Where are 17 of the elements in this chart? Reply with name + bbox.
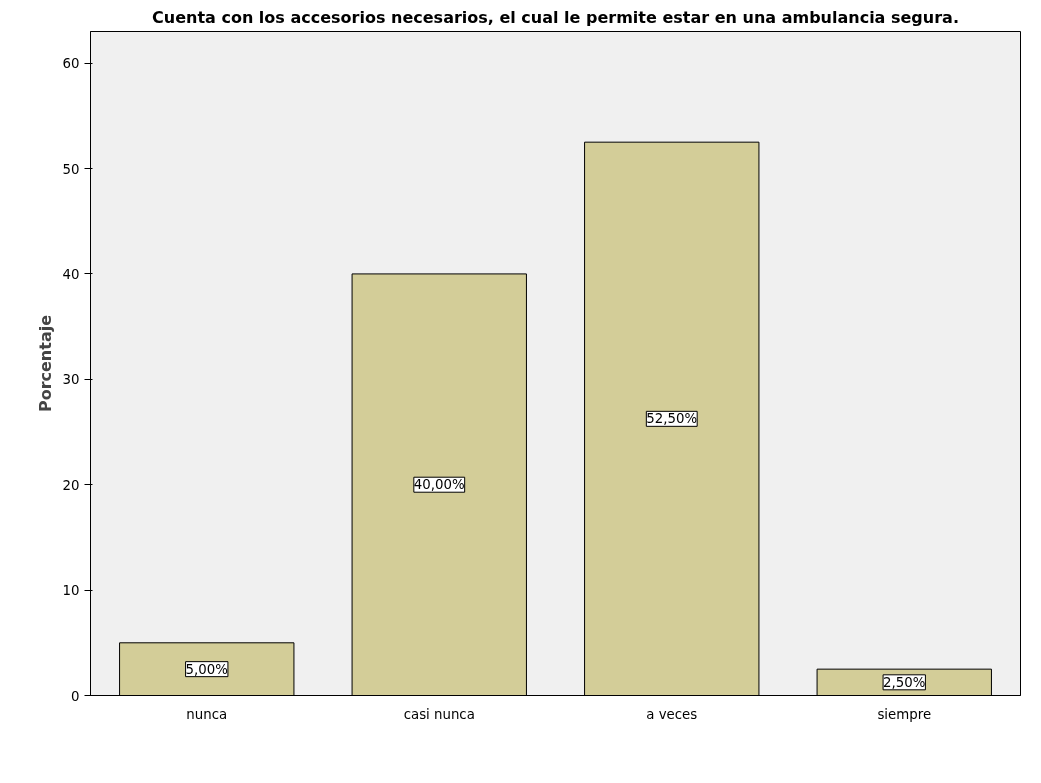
y-tick-label: 10 xyxy=(62,583,80,599)
y-tick-label: 40 xyxy=(62,266,80,282)
y-tick-label: 20 xyxy=(62,477,80,493)
y-tick-label: 60 xyxy=(62,56,80,72)
x-tick-label: nunca xyxy=(186,706,228,722)
y-tick-label: 0 xyxy=(71,688,80,704)
data-label: 5,00% xyxy=(185,661,228,677)
y-tick-label: 30 xyxy=(62,372,80,388)
y-tick-label: 50 xyxy=(62,161,80,177)
x-tick-label: a veces xyxy=(646,706,698,722)
data-label: 52,50% xyxy=(646,411,698,427)
data-label: 2,50% xyxy=(883,674,926,690)
y-axis-title: Porcentaje xyxy=(35,314,55,413)
x-tick-label: siempre xyxy=(877,706,932,722)
data-label: 40,00% xyxy=(413,477,465,493)
x-tick-label: casi nunca xyxy=(403,706,475,722)
chart-title: Cuenta con los accesorios necesarios, el cual le permite estar en una ambulancia segura. xyxy=(152,7,959,27)
